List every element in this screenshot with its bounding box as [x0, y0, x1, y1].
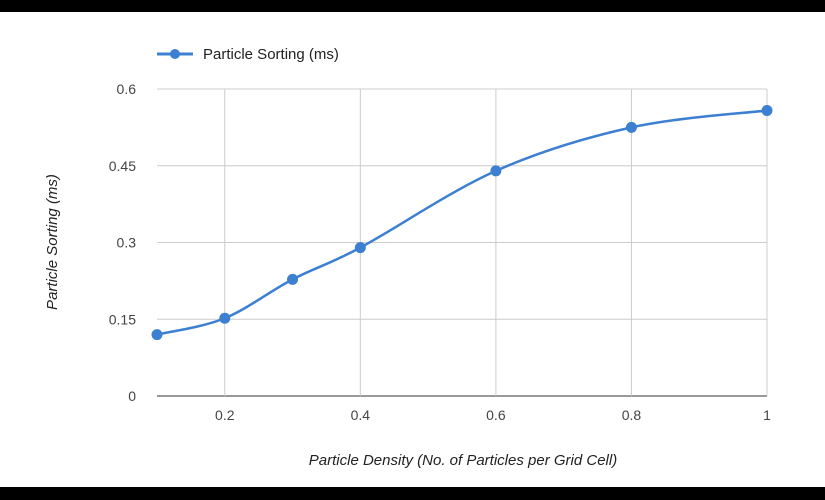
data-point: [625, 121, 637, 133]
x-tick-label: 0.8: [622, 407, 642, 423]
series-layer: [151, 104, 773, 341]
x-tick-label: 1: [763, 407, 771, 423]
y-axis-title: Particle Sorting (ms): [44, 174, 61, 310]
gridlines: [157, 88, 768, 397]
y-tick-label: 0.45: [109, 158, 136, 174]
data-point: [354, 242, 366, 254]
y-tick-label: 0.3: [117, 235, 137, 251]
y-tick-label: 0.6: [117, 81, 137, 97]
data-point: [761, 104, 773, 116]
data-point: [490, 165, 502, 177]
legend-label: Particle Sorting (ms): [203, 46, 339, 63]
legend: Particle Sorting (ms): [157, 46, 339, 63]
legend-marker: [170, 49, 180, 59]
data-point: [287, 273, 299, 285]
y-tick-label: 0: [128, 388, 136, 404]
data-point: [151, 329, 163, 341]
tick-labels: 0 0.15 0.3 0.45 0.6 0.2 0.4 0.6 0.8 1: [109, 81, 771, 423]
chart-panel: [0, 12, 825, 487]
x-tick-label: 0.6: [486, 407, 506, 423]
data-point: [219, 312, 231, 324]
x-tick-label: 0.2: [215, 407, 235, 423]
x-tick-label: 0.4: [351, 407, 371, 423]
x-axis-title: Particle Density (No. of Particles per G…: [309, 452, 617, 469]
series-line: [156, 109, 768, 336]
y-tick-label: 0.15: [109, 311, 136, 327]
